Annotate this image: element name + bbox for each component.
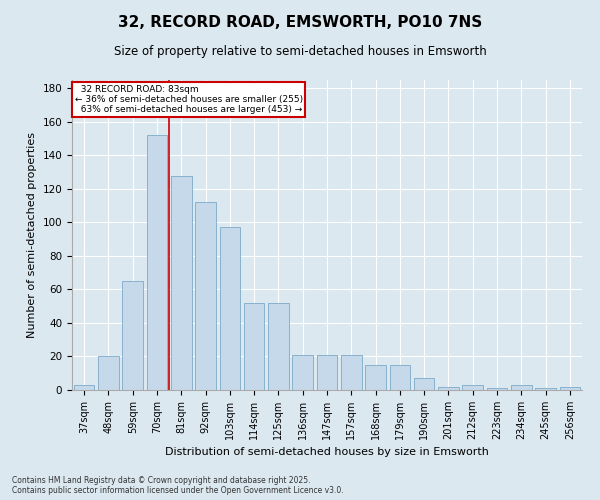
Bar (195, 202, 216, 390)
Y-axis label: Number of semi-detached properties: Number of semi-detached properties (27, 132, 37, 338)
Bar (438, 386, 459, 390)
Bar (220, 228, 240, 390)
Bar (463, 385, 483, 390)
X-axis label: Distribution of semi-detached houses by size in Emsworth: Distribution of semi-detached houses by … (165, 448, 489, 458)
Text: Size of property relative to semi-detached houses in Emsworth: Size of property relative to semi-detach… (113, 45, 487, 58)
Bar (341, 355, 362, 390)
Bar (365, 365, 386, 390)
Bar (98, 356, 119, 390)
Text: 32 RECORD ROAD: 83sqm
← 36% of semi-detached houses are smaller (255)
  63% of s: 32 RECORD ROAD: 83sqm ← 36% of semi-deta… (74, 84, 302, 114)
Bar (487, 388, 508, 390)
Bar (317, 355, 337, 390)
Bar (292, 355, 313, 390)
Bar (244, 303, 265, 390)
Bar (146, 136, 167, 390)
Bar (535, 388, 556, 390)
Bar (511, 385, 532, 390)
Bar (414, 378, 434, 390)
Text: 32, RECORD ROAD, EMSWORTH, PO10 7NS: 32, RECORD ROAD, EMSWORTH, PO10 7NS (118, 15, 482, 30)
Bar (74, 385, 94, 390)
Bar (389, 365, 410, 390)
Bar (560, 386, 580, 390)
Bar (268, 303, 289, 390)
Bar (122, 281, 143, 390)
Bar (171, 176, 191, 390)
Text: Contains HM Land Registry data © Crown copyright and database right 2025.
Contai: Contains HM Land Registry data © Crown c… (12, 476, 344, 495)
